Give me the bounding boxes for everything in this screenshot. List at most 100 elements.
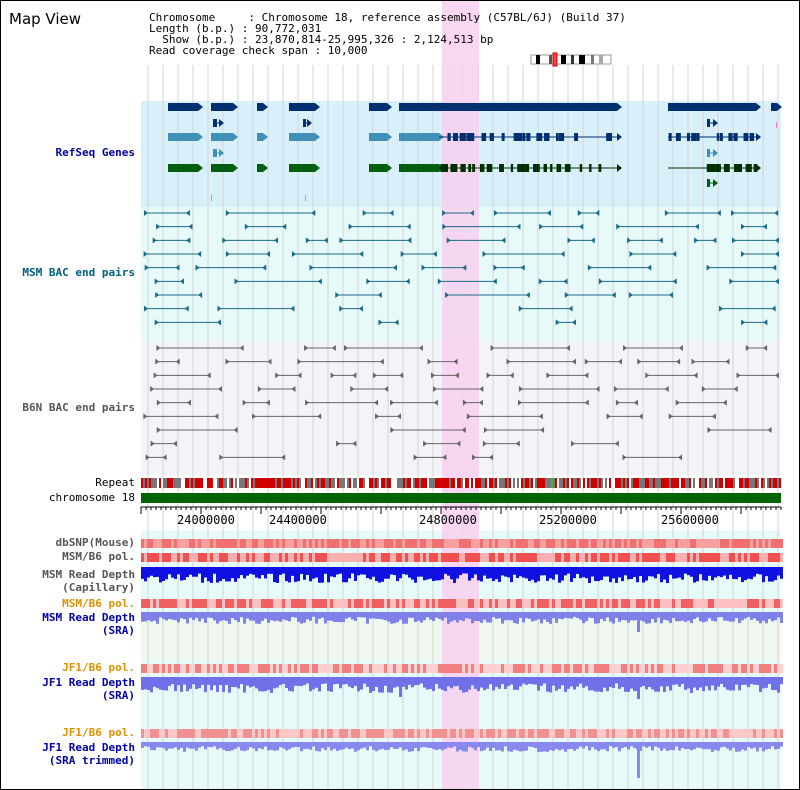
repeat-segment xyxy=(273,478,275,488)
dbsnp-heat xyxy=(492,539,495,548)
gene-exon xyxy=(749,133,755,141)
msm-capillary-depth xyxy=(171,567,174,578)
jf1-sra-depth xyxy=(444,677,447,692)
repeat-segment xyxy=(769,478,771,488)
dbsnp-heat xyxy=(360,539,363,548)
jf1-sra-depth xyxy=(492,677,495,691)
gene-strand-arrow xyxy=(315,133,320,141)
msm-pol2-heat xyxy=(705,599,708,608)
msm-pol-heat xyxy=(252,553,255,562)
repeat-segment xyxy=(149,478,151,488)
track-label-dbsnp[interactable]: dbSNP(Mouse) xyxy=(55,536,135,549)
dbsnp-heat xyxy=(270,539,273,548)
msm-sra-depth xyxy=(516,612,519,624)
msm-pol-heat xyxy=(774,553,777,562)
dbsnp-heat xyxy=(771,539,774,548)
jf1-pol2-heat xyxy=(234,729,237,738)
gene-exon xyxy=(598,164,602,172)
msm-capillary-depth xyxy=(291,567,294,576)
jf1-pol-heat xyxy=(705,664,708,673)
msm-capillary-depth xyxy=(618,567,621,578)
jf1-trimmed-depth xyxy=(516,742,519,751)
repeat-segment xyxy=(259,478,261,488)
jf1-pol-heat xyxy=(420,664,423,673)
track-label-msm-b6-pol-2[interactable]: MSM/B6 pol. xyxy=(62,597,135,610)
track-label-jf1-depth-trimmed[interactable]: JF1 Read Depth xyxy=(42,741,135,754)
track-label-jf1-pol-2[interactable]: JF1/B6 pol. xyxy=(62,726,135,739)
jf1-pol-heat xyxy=(522,664,525,673)
repeat-segment xyxy=(335,478,337,488)
msm-sra-depth xyxy=(738,612,741,624)
repeat-segment xyxy=(431,478,433,488)
repeat-segment xyxy=(601,478,603,488)
jf1-pol-heat xyxy=(666,664,669,673)
repeat-segment xyxy=(733,478,735,488)
msm-pol-heat xyxy=(174,553,177,562)
b6n-bac-pair-end xyxy=(456,440,461,447)
track-label-msm-b6-pol-1[interactable]: MSM/B6 pol. xyxy=(62,550,135,563)
jf1-pol2-heat xyxy=(327,729,330,738)
gene-exon xyxy=(501,133,505,141)
track-label-jf1-pol-1[interactable]: JF1/B6 pol. xyxy=(62,661,135,674)
msm-capillary-depth xyxy=(594,567,597,582)
jf1-sra-depth xyxy=(726,677,729,690)
msm-pol2-heat xyxy=(612,599,615,608)
msm-pol2-heat xyxy=(465,599,468,608)
track-label-msm-bac-end-pairs[interactable]: MSM BAC end pairs xyxy=(22,266,135,279)
repeat-segment xyxy=(659,478,661,488)
msm-pol2-heat xyxy=(528,599,531,608)
track-label-jf1-depth-sra[interactable]: JF1 Read Depth xyxy=(42,676,135,689)
track-label-msm-depth-capillary[interactable]: MSM Read Depth xyxy=(42,568,135,581)
msm-pol-heat xyxy=(249,553,252,562)
jf1-pol2-heat xyxy=(498,729,501,738)
jf1-trimmed-depth xyxy=(735,742,738,752)
b6n-bac-pair-end xyxy=(453,358,458,365)
msm-sra-depth xyxy=(165,612,168,621)
jf1-pol-heat xyxy=(414,664,417,673)
repeat-segment xyxy=(409,478,411,488)
repeat-segment xyxy=(581,478,583,488)
msm-pol-heat xyxy=(180,553,183,562)
jf1-pol-heat xyxy=(555,664,558,673)
msm-capillary-depth xyxy=(174,567,177,579)
msm-pol2-heat xyxy=(321,599,324,608)
repeat-segment xyxy=(763,478,765,488)
msm-pol2-heat xyxy=(585,599,588,608)
dbsnp-heat xyxy=(768,539,771,548)
repeat-segment xyxy=(631,478,633,488)
msm-bac-pair-end xyxy=(611,292,616,298)
dbsnp-heat xyxy=(729,539,732,548)
gene-exon xyxy=(579,164,583,172)
dbsnp-heat xyxy=(432,539,435,548)
jf1-pol2-heat xyxy=(744,729,747,738)
msm-pol-heat xyxy=(567,553,570,562)
msm-bac-pair-end xyxy=(262,264,267,271)
msm-pol-heat xyxy=(378,553,381,562)
msm-sra-depth xyxy=(378,612,381,619)
jf1-sra-depth xyxy=(594,677,597,692)
jf1-sra-depth xyxy=(510,677,513,685)
msm-capillary-depth xyxy=(219,567,222,582)
msm-pol2-heat xyxy=(195,599,198,608)
track-label-msm-depth-sra[interactable]: MSM Read Depth xyxy=(42,611,135,624)
msm-sra-depth xyxy=(729,612,732,622)
track-label-refseq-genes[interactable]: RefSeq Genes xyxy=(55,146,135,159)
msm-pol-heat xyxy=(756,553,759,562)
msm-sra-depth xyxy=(294,612,297,618)
jf1-sra-depth xyxy=(681,677,684,684)
repeat-segment xyxy=(743,478,745,488)
jf1-trimmed-depth xyxy=(180,742,183,748)
b6n-bac-pair-end xyxy=(431,372,436,379)
jf1-pol2-heat xyxy=(459,729,462,738)
dbsnp-heat xyxy=(753,539,756,548)
jf1-pol2-heat xyxy=(189,729,192,738)
repeat-segment xyxy=(451,478,453,488)
track-label-b6n-bac-end-pairs[interactable]: B6N BAC end pairs xyxy=(22,401,135,414)
jf1-sra-depth xyxy=(540,677,543,686)
msm-pol-heat xyxy=(198,553,201,562)
msm-capillary-depth xyxy=(753,567,756,577)
msm-sra-depth xyxy=(201,612,204,619)
dbsnp-heat xyxy=(546,539,549,548)
jf1-sra-depth xyxy=(765,677,768,688)
